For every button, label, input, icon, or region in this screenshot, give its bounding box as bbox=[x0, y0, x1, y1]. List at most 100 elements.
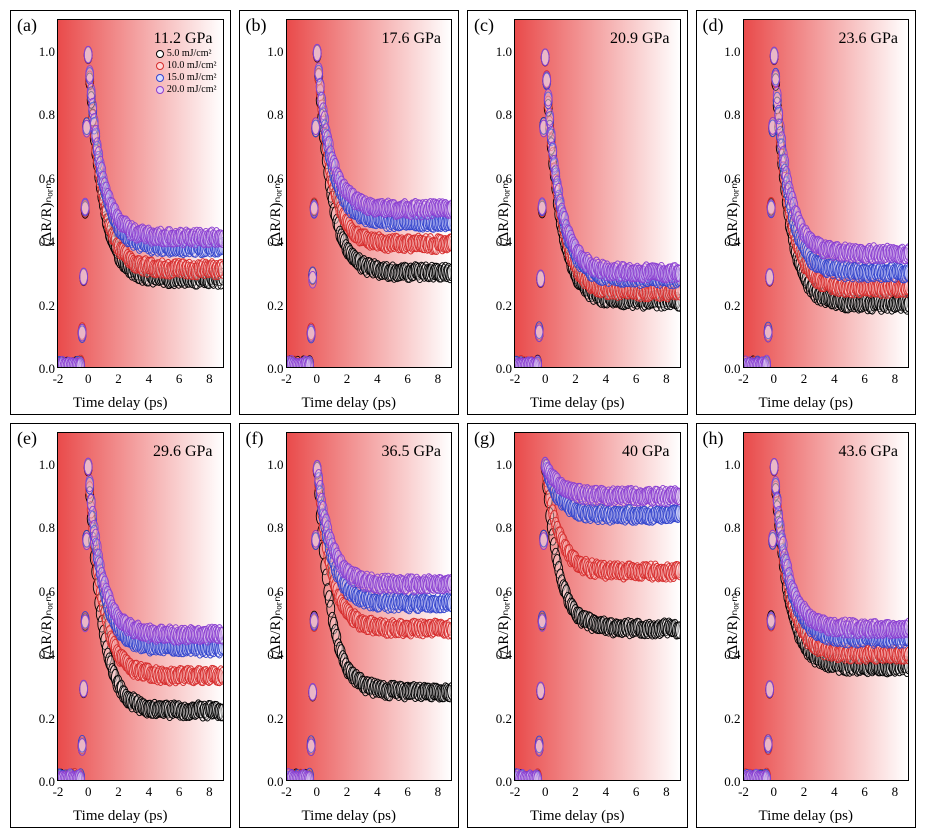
panel-letter: (g) bbox=[474, 428, 495, 449]
x-axis-label: Time delay (ps) bbox=[530, 808, 624, 825]
ytick-label: 1.0 bbox=[496, 457, 512, 473]
y-axis-label: (ΔR/R)ₙₒᵣₘ bbox=[494, 592, 513, 659]
xtick-label: 4 bbox=[603, 784, 610, 800]
ytick-label: 0.2 bbox=[724, 298, 740, 314]
ytick-label: 0.8 bbox=[724, 107, 740, 123]
panel-f: (f)36.5 GPa0.00.20.40.60.81.0-202468(ΔR/… bbox=[239, 423, 460, 828]
ytick-label: 1.0 bbox=[267, 44, 283, 60]
data-svg bbox=[515, 20, 680, 367]
data-svg bbox=[58, 433, 223, 780]
xtick-label: -2 bbox=[510, 371, 521, 387]
xtick-label: -2 bbox=[738, 784, 749, 800]
xtick-label: 4 bbox=[146, 784, 153, 800]
panel-letter: (b) bbox=[246, 15, 267, 36]
xtick-label: 6 bbox=[633, 371, 640, 387]
legend-marker bbox=[156, 62, 164, 70]
series-s20 bbox=[287, 44, 452, 367]
data-svg bbox=[287, 433, 452, 780]
xtick-label: 2 bbox=[115, 371, 122, 387]
ytick-label: 0.2 bbox=[496, 298, 512, 314]
xtick-label: 8 bbox=[663, 371, 670, 387]
panel-d: (d)23.6 GPa0.00.20.40.60.81.0-202468(ΔR/… bbox=[696, 10, 917, 415]
ytick-label: 1.0 bbox=[496, 44, 512, 60]
xtick-label: 8 bbox=[206, 784, 213, 800]
legend: 5.0 mJ/cm²10.0 mJ/cm²15.0 mJ/cm²20.0 mJ/… bbox=[156, 48, 217, 96]
xtick-label: 2 bbox=[801, 784, 808, 800]
ytick-label: 0.2 bbox=[724, 711, 740, 727]
ytick-label: 0.8 bbox=[496, 520, 512, 536]
panel-h: (h)43.6 GPa0.00.20.40.60.81.0-202468(ΔR/… bbox=[696, 423, 917, 828]
xtick-label: 2 bbox=[344, 371, 351, 387]
legend-row: 20.0 mJ/cm² bbox=[156, 84, 217, 95]
xtick-label: 0 bbox=[314, 784, 321, 800]
xtick-label: 8 bbox=[892, 371, 899, 387]
y-axis-label: (ΔR/R)ₙₒᵣₘ bbox=[37, 592, 56, 659]
ytick-label: 1.0 bbox=[39, 457, 55, 473]
panel-letter: (d) bbox=[703, 15, 724, 36]
panel-letter: (h) bbox=[703, 428, 724, 449]
data-svg bbox=[744, 433, 909, 780]
legend-label: 20.0 mJ/cm² bbox=[167, 84, 217, 95]
legend-marker bbox=[156, 86, 164, 94]
y-axis-label: (ΔR/R)ₙₒᵣₘ bbox=[265, 179, 284, 246]
ytick-label: 0.2 bbox=[39, 298, 55, 314]
panel-letter: (c) bbox=[474, 15, 494, 36]
xtick-label: 6 bbox=[861, 784, 868, 800]
plot-area: 23.6 GPa bbox=[743, 19, 910, 368]
panel-b: (b)17.6 GPa0.00.20.40.60.81.0-202468(ΔR/… bbox=[239, 10, 460, 415]
legend-row: 15.0 mJ/cm² bbox=[156, 72, 217, 83]
ytick-label: 0.8 bbox=[496, 107, 512, 123]
xtick-label: 2 bbox=[115, 784, 122, 800]
x-axis-label: Time delay (ps) bbox=[73, 808, 167, 825]
panel-letter: (f) bbox=[246, 428, 264, 449]
ytick-label: 0.2 bbox=[267, 711, 283, 727]
plot-area: 11.2 GPa5.0 mJ/cm²10.0 mJ/cm²15.0 mJ/cm²… bbox=[57, 19, 224, 368]
xtick-label: 4 bbox=[374, 371, 381, 387]
xtick-label: 6 bbox=[404, 371, 411, 387]
ytick-label: 1.0 bbox=[267, 457, 283, 473]
series-s20 bbox=[744, 47, 909, 367]
panel-title: 29.6 GPa bbox=[153, 443, 213, 461]
xtick-label: 2 bbox=[572, 371, 579, 387]
panel-letter: (a) bbox=[17, 15, 37, 36]
xtick-label: 4 bbox=[603, 371, 610, 387]
xtick-label: 2 bbox=[344, 784, 351, 800]
legend-label: 10.0 mJ/cm² bbox=[167, 60, 217, 71]
legend-row: 10.0 mJ/cm² bbox=[156, 60, 217, 71]
panel-title: 36.5 GPa bbox=[381, 443, 441, 461]
xtick-label: -2 bbox=[738, 371, 749, 387]
legend-row: 5.0 mJ/cm² bbox=[156, 48, 217, 59]
x-axis-label: Time delay (ps) bbox=[302, 808, 396, 825]
xtick-label: 6 bbox=[861, 371, 868, 387]
ytick-label: 0.8 bbox=[267, 520, 283, 536]
series-s20 bbox=[515, 49, 680, 367]
xtick-label: -2 bbox=[281, 784, 292, 800]
legend-label: 5.0 mJ/cm² bbox=[167, 48, 212, 59]
y-axis-label: (ΔR/R)ₙₒᵣₘ bbox=[494, 179, 513, 246]
plot-area: 29.6 GPa bbox=[57, 432, 224, 781]
panel-g: (g)40 GPa0.00.20.40.60.81.0-202468(ΔR/R)… bbox=[467, 423, 688, 828]
data-svg bbox=[744, 20, 909, 367]
panel-title: 20.9 GPa bbox=[610, 30, 670, 48]
x-axis-label: Time delay (ps) bbox=[759, 395, 853, 412]
xtick-label: 8 bbox=[892, 784, 899, 800]
xtick-label: 2 bbox=[572, 784, 579, 800]
xtick-label: 4 bbox=[831, 784, 838, 800]
legend-marker bbox=[156, 50, 164, 58]
panel-a: (a) 11.2 GPa5.0 mJ/cm²10.0 mJ/cm²15.0 mJ/… bbox=[10, 10, 231, 415]
data-svg bbox=[287, 20, 452, 367]
xtick-label: 2 bbox=[801, 371, 808, 387]
xtick-label: 8 bbox=[435, 371, 442, 387]
xtick-label: 0 bbox=[314, 371, 321, 387]
panel-c: (c)20.9 GPa0.00.20.40.60.81.0-202468(ΔR/… bbox=[467, 10, 688, 415]
xtick-label: -2 bbox=[281, 371, 292, 387]
series-s20 bbox=[58, 458, 223, 780]
xtick-label: 4 bbox=[146, 371, 153, 387]
ytick-label: 0.8 bbox=[39, 520, 55, 536]
xtick-label: 6 bbox=[404, 784, 411, 800]
xtick-label: 0 bbox=[771, 371, 778, 387]
panel-title: 43.6 GPa bbox=[838, 443, 898, 461]
ytick-label: 0.8 bbox=[267, 107, 283, 123]
series-s20 bbox=[744, 458, 909, 780]
plot-area: 40 GPa bbox=[514, 432, 681, 781]
